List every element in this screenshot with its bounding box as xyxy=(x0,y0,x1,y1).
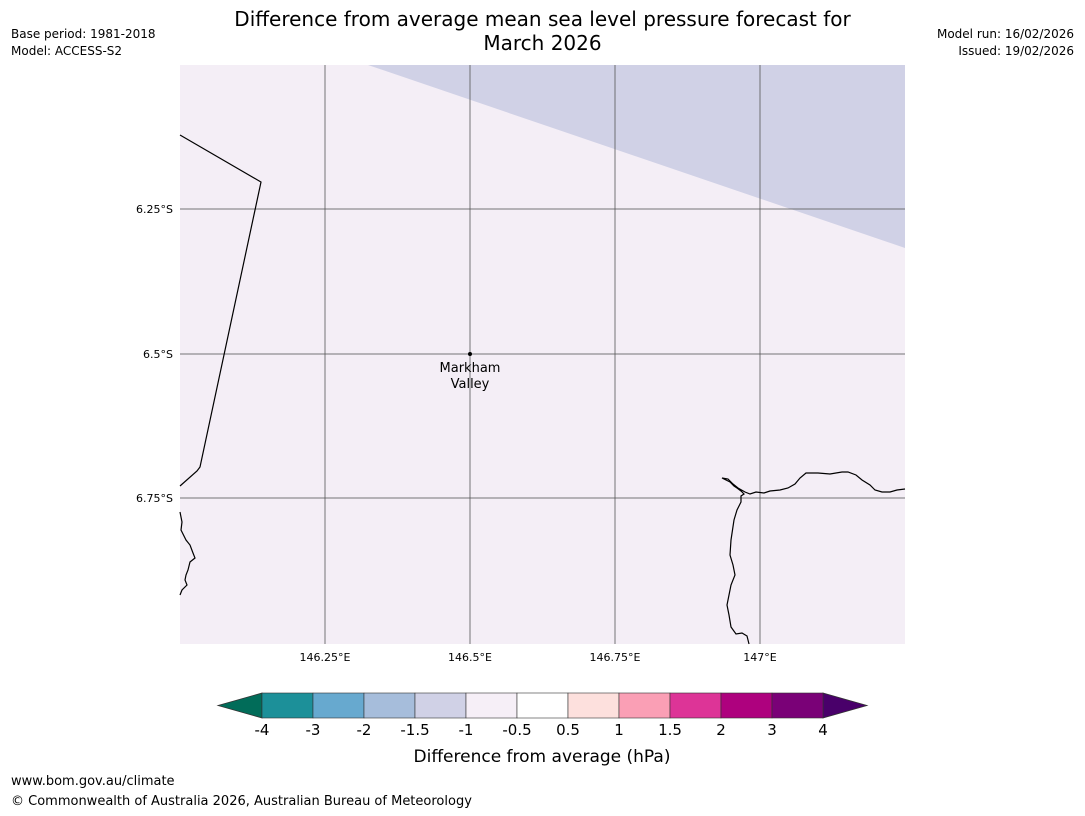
colorbar-tick: -0.5 xyxy=(502,721,531,739)
footer-url: www.bom.gov.au/climate xyxy=(11,774,175,789)
colorbar-tick: -1.5 xyxy=(400,721,429,739)
markham-valley-marker xyxy=(468,352,472,356)
lat-label: 6.75°S xyxy=(136,492,173,505)
latitude-labels: 6.25°S 6.5°S 6.75°S xyxy=(136,203,173,505)
issued-date: Issued: 19/02/2026 xyxy=(958,44,1074,58)
colorbar-ticks: -4 -3 -2 -1.5 -1 -0.5 0.5 1 1.5 2 3 4 xyxy=(255,721,828,739)
model-name: Model: ACCESS-S2 xyxy=(11,44,123,58)
graticule xyxy=(180,65,905,644)
lon-label: 147°E xyxy=(743,651,776,664)
colorbar-tick: 4 xyxy=(818,721,828,739)
colorbar: -4 -3 -2 -1.5 -1 -0.5 0.5 1 1.5 2 3 4 Di… xyxy=(216,692,869,767)
longitude-labels: 146.25°E 146.5°E 146.75°E 147°E xyxy=(300,651,777,664)
colorbar-title: Difference from average (hPa) xyxy=(414,747,671,767)
lon-label: 146.5°E xyxy=(448,651,492,664)
place-label-line-1: Markham xyxy=(440,361,501,376)
colorbar-segments xyxy=(261,692,824,719)
colorbar-tick: -3 xyxy=(306,721,321,739)
pressure-anomaly-region xyxy=(368,65,905,248)
lon-label: 146.75°E xyxy=(590,651,641,664)
colorbar-segment xyxy=(414,692,467,719)
colorbar-segment xyxy=(669,692,722,719)
place-label-line-2: Valley xyxy=(451,377,490,392)
meta-left: Base period: 1981-2018 Model: ACCESS-S2 xyxy=(11,26,156,60)
colorbar-over-arrow xyxy=(822,692,869,719)
coastline-east-river xyxy=(721,471,906,645)
colorbar-tick: 2 xyxy=(716,721,726,739)
colorbar-segment xyxy=(567,692,620,719)
map-panel: Markham Valley xyxy=(179,65,906,645)
lat-label: 6.5°S xyxy=(143,348,173,361)
title-line-2: March 2026 xyxy=(483,31,602,55)
colorbar-tick: 0.5 xyxy=(556,721,580,739)
coastlines xyxy=(179,134,906,645)
map-title: Difference from average mean sea level p… xyxy=(180,7,905,55)
colorbar-tick: 1 xyxy=(614,721,624,739)
meta-right: Model run: 16/02/2026 Issued: 19/02/2026 xyxy=(937,26,1074,60)
base-period: Base period: 1981-2018 xyxy=(11,27,156,41)
colorbar-segment xyxy=(516,692,569,719)
colorbar-segment xyxy=(618,692,671,719)
colorbar-tick: -2 xyxy=(357,721,372,739)
colorbar-segment xyxy=(312,692,365,719)
colorbar-segment xyxy=(465,692,518,719)
colorbar-segment xyxy=(771,692,824,719)
colorbar-tick: 1.5 xyxy=(658,721,682,739)
colorbar-tick: -1 xyxy=(459,721,474,739)
province-boundary xyxy=(179,134,262,487)
colorbar-tick: -4 xyxy=(255,721,270,739)
colorbar-under-arrow xyxy=(216,692,263,719)
model-run: Model run: 16/02/2026 xyxy=(936,27,1074,41)
colorbar-segment xyxy=(720,692,773,719)
colorbar-segment xyxy=(261,692,314,719)
coastline-west xyxy=(179,511,196,596)
colorbar-tick: 3 xyxy=(767,721,777,739)
title-line-1: Difference from average mean sea level p… xyxy=(234,7,851,31)
colorbar-segment xyxy=(363,692,416,719)
lat-label: 6.25°S xyxy=(136,203,173,216)
lon-label: 146.25°E xyxy=(300,651,351,664)
footer-copyright: © Commonwealth of Australia 2026, Austra… xyxy=(11,794,472,809)
